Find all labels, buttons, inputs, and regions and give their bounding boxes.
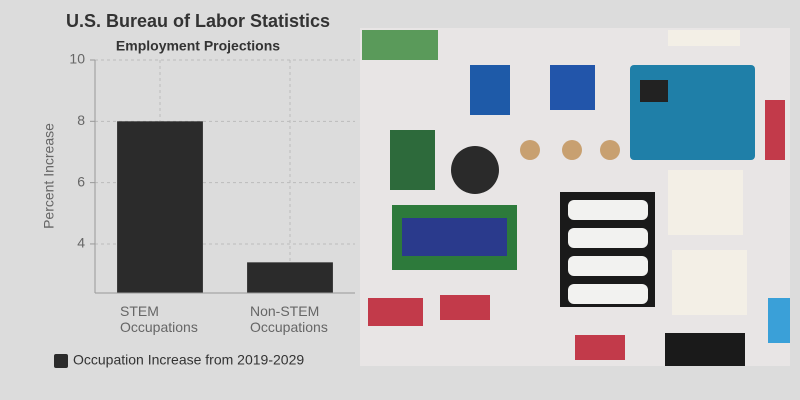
x-tick-label: Non-STEM Occupations: [250, 303, 328, 335]
bar: [117, 121, 203, 293]
y-axis-label: Percent Increase: [41, 123, 57, 229]
y-tick-label: 10: [69, 51, 85, 67]
chart-subtitle: Employment Projections: [116, 38, 280, 54]
photo: [360, 28, 790, 366]
y-tick-label: 4: [77, 235, 85, 251]
y-tick-label: 8: [77, 112, 85, 128]
y-tick-label: 6: [77, 173, 85, 189]
chart-title: U.S. Bureau of Labor Statistics: [66, 11, 330, 31]
legend-label: Occupation Increase from 2019-2029: [73, 352, 304, 368]
x-tick-label: STEM Occupations: [120, 303, 198, 335]
legend-swatch: [54, 354, 68, 368]
bar: [247, 262, 333, 293]
